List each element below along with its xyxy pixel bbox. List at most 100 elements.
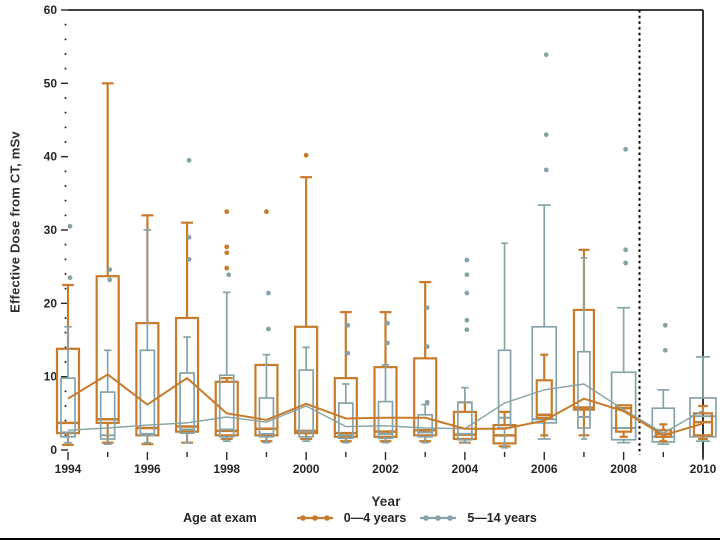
- box-5-14-2000: [298, 369, 314, 438]
- outlier-5-14: [67, 275, 73, 281]
- y-tick-label: 30: [44, 223, 58, 237]
- x-tick-label: 2000: [293, 462, 320, 476]
- legend: Age at exam 0—4 years 5—14 years: [0, 511, 720, 525]
- box-5-14-2004: [457, 401, 473, 441]
- box-0-4-2003: [413, 357, 438, 437]
- box-5-14-2007: [577, 350, 591, 429]
- y-minor-tick: [64, 185, 67, 187]
- outlier-5-14: [424, 399, 430, 405]
- outlier-5-14: [226, 272, 232, 278]
- screenshot-bottom-border: [0, 538, 720, 540]
- outlier-5-14: [186, 157, 192, 163]
- y-minor-tick: [64, 170, 67, 173]
- x-tick-label: 1996: [134, 462, 161, 476]
- y-minor-tick: [64, 390, 67, 393]
- mean-trend-5-14: [67, 383, 704, 434]
- box-0-4-1995: [95, 275, 120, 424]
- y-minor-tick: [64, 38, 67, 41]
- outlier-5-14: [623, 146, 629, 152]
- y-tick-label: 40: [44, 150, 58, 164]
- outlier-5-14: [345, 350, 351, 356]
- outlier-0-4: [224, 265, 230, 271]
- x-tick-label: 2006: [531, 462, 558, 476]
- y-minor-tick: [64, 287, 67, 290]
- y-tick-label: 50: [44, 76, 58, 90]
- outlier-5-14: [662, 347, 668, 353]
- box-0-4-1997: [174, 316, 200, 433]
- outlier-5-14: [424, 344, 430, 349]
- legend-item-0-4: 0—4 years: [295, 511, 407, 525]
- legend-marker-part: [299, 515, 306, 521]
- box-5-14-2003: [417, 413, 434, 438]
- outlier-5-14: [464, 290, 470, 296]
- legend-label-0-4: 0—4 years: [343, 511, 407, 525]
- box-0-4-2001: [333, 377, 358, 438]
- legend-label-5-14: 5—14 years: [467, 511, 537, 525]
- y-tick-label: 10: [44, 370, 58, 384]
- box-0-4-2006: [535, 379, 553, 419]
- y-minor-tick: [64, 111, 67, 114]
- outlier-5-14: [662, 322, 668, 328]
- outlier-0-4: [224, 250, 230, 256]
- y-minor-tick: [64, 97, 67, 99]
- y-minor-tick: [64, 419, 67, 422]
- series-line-marker-icon: [296, 515, 333, 521]
- y-minor-tick: [64, 258, 67, 261]
- legend-marker-part: [447, 515, 454, 521]
- outlier-5-14: [543, 167, 549, 173]
- y-minor-tick: [64, 199, 67, 202]
- y-tick-label: 0: [50, 443, 57, 457]
- x-tick-label: 1994: [55, 462, 82, 476]
- outlier-5-14: [464, 327, 470, 333]
- outlier-5-14: [107, 267, 113, 272]
- y-minor-tick: [64, 361, 67, 363]
- outlier-5-14: [623, 247, 629, 253]
- series-line-marker-icon: [420, 515, 457, 521]
- outlier-0-4: [303, 152, 309, 158]
- box-0-4-2010: [692, 412, 714, 437]
- outlier-5-14: [345, 322, 351, 328]
- box-5-14-1997: [179, 372, 195, 434]
- outlier-5-14: [266, 290, 271, 296]
- y-minor-tick: [64, 405, 67, 407]
- box-0-4-1998: [214, 380, 239, 437]
- y-axis-title: Effective Dose from CT, mSv: [7, 131, 23, 313]
- outlier-5-14: [67, 223, 73, 229]
- x-tick-label: 1998: [213, 462, 240, 476]
- y-minor-tick: [64, 331, 67, 334]
- outlier-5-14: [464, 257, 470, 263]
- legend-marker-part: [323, 515, 330, 521]
- outlier-5-14: [186, 256, 192, 262]
- y-minor-tick: [64, 67, 67, 70]
- outlier-5-14: [186, 234, 192, 240]
- y-minor-tick: [64, 243, 67, 246]
- outlier-5-14: [623, 260, 629, 266]
- outlier-5-14: [107, 277, 113, 283]
- outlier-0-4: [224, 244, 230, 250]
- box-5-14-1998: [218, 374, 235, 438]
- x-tick-label: 2008: [610, 462, 637, 476]
- legend-marker-part: [311, 515, 318, 521]
- x-tick-label: 2004: [452, 462, 479, 476]
- box-5-14-2002: [377, 400, 394, 440]
- mean-trend-0-4: [67, 373, 704, 437]
- outlier-5-14: [543, 52, 549, 58]
- outlier-5-14: [266, 326, 271, 332]
- outlier-5-14: [464, 272, 470, 278]
- y-minor-tick: [64, 141, 67, 143]
- y-minor-tick: [64, 317, 67, 319]
- y-minor-tick: [64, 214, 67, 217]
- outlier-5-14: [543, 132, 549, 138]
- outlier-5-14: [424, 305, 430, 311]
- box-5-14-1995: [99, 391, 116, 440]
- box-5-14-2008: [610, 371, 637, 441]
- box-5-14-1994: [60, 377, 76, 438]
- y-minor-tick: [64, 53, 67, 55]
- box-0-4-2008: [615, 404, 633, 433]
- box-0-4-2000: [294, 325, 319, 435]
- y-minor-tick: [64, 126, 67, 129]
- outlier-5-14: [464, 317, 470, 323]
- legend-marker-part: [423, 515, 430, 521]
- y-minor-tick: [64, 434, 67, 437]
